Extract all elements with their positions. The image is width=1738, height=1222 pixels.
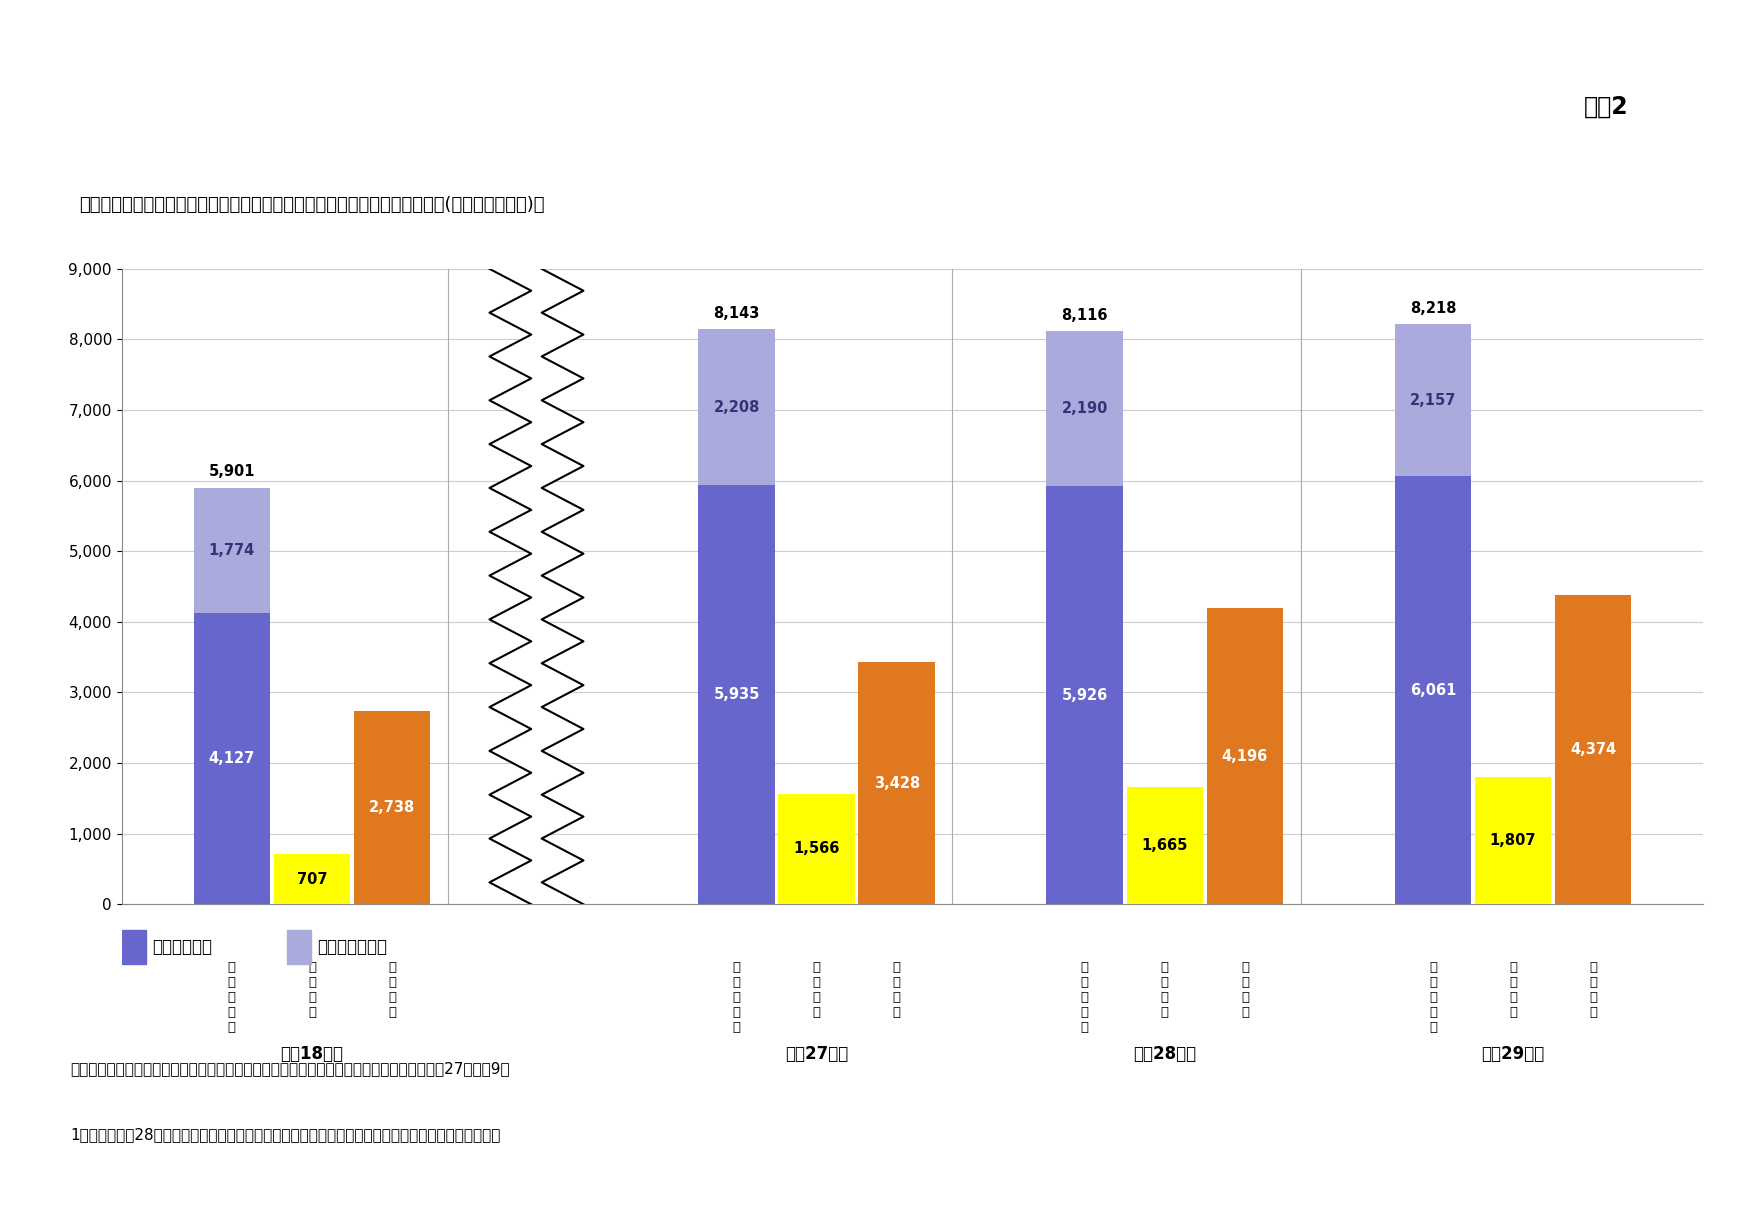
Text: 1,665: 1,665 <box>1142 838 1189 853</box>
Text: 平成27年度: 平成27年度 <box>786 1046 848 1063</box>
Text: 4,127: 4,127 <box>209 752 255 766</box>
Bar <box>699 485 775 904</box>
Text: 看
護
師
数: 看 護 師 数 <box>813 960 820 1019</box>
Bar <box>273 854 351 904</box>
Text: 5,901: 5,901 <box>209 464 255 479</box>
Text: 教
職
員
数: 教 職 員 数 <box>893 960 900 1019</box>
Text: 訪問教育（名）: 訪問教育（名） <box>318 938 388 956</box>
Text: 2,738: 2,738 <box>368 800 415 815</box>
Text: 4,196: 4,196 <box>1222 749 1269 764</box>
Bar <box>1126 787 1203 904</box>
Bar <box>193 613 269 904</box>
Text: 教
職
員
数: 教 職 員 数 <box>1589 960 1597 1019</box>
Bar <box>122 930 146 964</box>
Text: 1,774: 1,774 <box>209 543 255 557</box>
Text: 5,935: 5,935 <box>714 687 760 703</box>
Text: 看
護
師
数: 看 護 師 数 <box>1509 960 1517 1019</box>
Text: 2,208: 2,208 <box>714 400 760 414</box>
Text: 1,807: 1,807 <box>1489 833 1536 848</box>
Text: 児
童
生
徒
数: 児 童 生 徒 数 <box>1429 960 1437 1034</box>
Text: 児
童
生
徒
数: 児 童 生 徒 数 <box>1081 960 1088 1034</box>
Bar <box>779 794 855 904</box>
Bar <box>1556 595 1632 904</box>
Text: 3,428: 3,428 <box>874 776 919 791</box>
Text: 看
護
師
数: 看 護 師 数 <box>1161 960 1170 1019</box>
Bar <box>1474 777 1552 904</box>
Bar <box>287 930 311 964</box>
Text: 平成18年度: 平成18年度 <box>280 1046 344 1063</box>
Text: 平成29年度: 平成29年度 <box>1481 1046 1545 1063</box>
Text: 児
童
生
徒
数: 児 童 生 徒 数 <box>228 960 236 1034</box>
Text: 平成28年度: 平成28年度 <box>1133 1046 1196 1063</box>
Bar <box>355 711 431 904</box>
Bar <box>1206 609 1283 904</box>
Text: 1,566: 1,566 <box>794 842 839 857</box>
Bar <box>859 662 935 904</box>
Text: 5,926: 5,926 <box>1062 688 1107 703</box>
Bar <box>1394 477 1470 904</box>
Text: （注）教職員数は、認定特定行為業務従事者として医療的ケアを実施する教職員の数。平成27年度は9月: （注）教職員数は、認定特定行為業務従事者として医療的ケアを実施する教職員の数。平… <box>71 1061 511 1075</box>
Text: 教
職
員
数: 教 職 員 数 <box>388 960 396 1019</box>
Text: 8,218: 8,218 <box>1410 301 1456 315</box>
Bar <box>1046 486 1123 904</box>
Bar <box>699 330 775 485</box>
Text: 8,143: 8,143 <box>714 306 760 321</box>
Text: 4,374: 4,374 <box>1569 743 1616 758</box>
Bar <box>1394 324 1470 477</box>
Text: 8,116: 8,116 <box>1062 308 1109 323</box>
Text: 通学生（名）: 通学生（名） <box>153 938 212 956</box>
Text: 学校において医療的ケアが必要な児童生徒等の状況【公立特別支援学校】: 学校において医療的ケアが必要な児童生徒等の状況【公立特別支援学校】 <box>85 94 608 120</box>
Bar <box>1046 331 1123 486</box>
Text: 対象となる幼児児童生徒数・看護師数・教職員数の推移（公立特別支援学校(幼稚部〜高等部)）: 対象となる幼児児童生徒数・看護師数・教職員数の推移（公立特別支援学校(幼稚部〜高… <box>78 196 544 214</box>
Text: 6,061: 6,061 <box>1410 683 1456 698</box>
Text: 2,190: 2,190 <box>1062 401 1107 415</box>
Text: 2,157: 2,157 <box>1410 392 1456 408</box>
Text: 看
護
師
数: 看 護 師 数 <box>308 960 316 1019</box>
Text: 資料2: 資料2 <box>1583 95 1629 119</box>
Bar <box>193 488 269 613</box>
Text: 教
職
員
数: 教 職 員 数 <box>1241 960 1250 1019</box>
Text: 1日現在。平成28、２９年度は年度中に医療的ケア医療的ケアを実施する教職員の数（予定を含む。）: 1日現在。平成28、２９年度は年度中に医療的ケア医療的ケアを実施する教職員の数（… <box>71 1127 501 1141</box>
Polygon shape <box>490 269 584 904</box>
Text: 児
童
生
徒
数: 児 童 生 徒 数 <box>733 960 740 1034</box>
Text: 707: 707 <box>297 871 327 887</box>
